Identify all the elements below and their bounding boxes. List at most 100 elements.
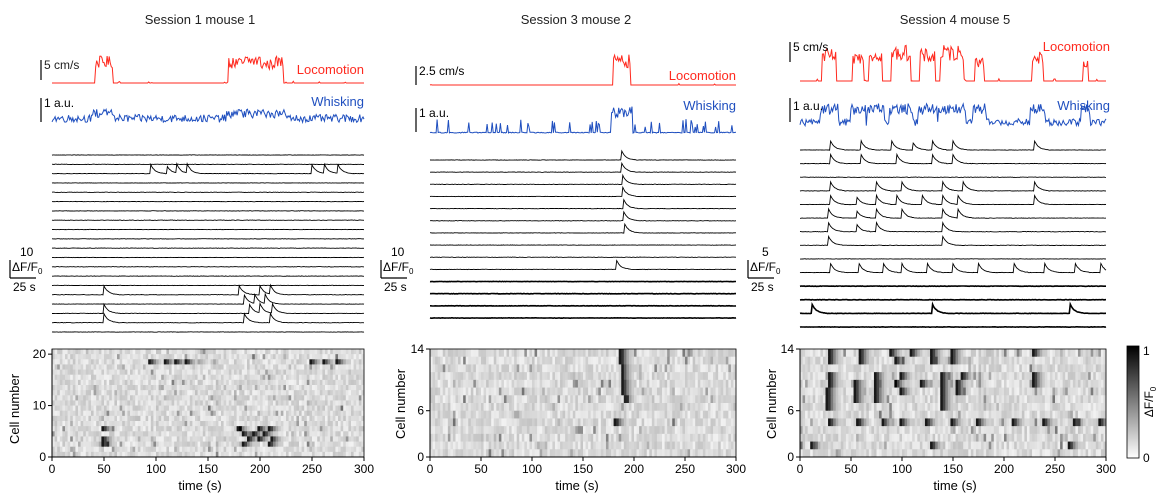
heatmap-cell [567,379,571,388]
heatmap-cell [145,369,149,376]
heatmap-cell [179,441,183,448]
heatmap-cell [463,418,467,427]
heatmap-cell [96,359,100,365]
heatmap-cell [728,379,732,388]
heatmap-cell [299,415,302,422]
heatmap-cell [509,426,512,435]
heatmap-cell [544,449,548,458]
heatmap-cell [249,431,253,437]
heatmap-cell [1042,372,1046,381]
heatmap-cell [932,356,936,365]
heatmap-cell [646,379,650,388]
heatmap-cell [98,421,102,427]
heatmap-cell [335,400,339,406]
heatmap-cell [598,364,602,373]
heatmap-cell [223,359,227,365]
heatmap-cell [117,421,120,427]
heatmap-cell [700,372,704,381]
heatmap-cell [356,379,360,386]
heatmap-cell [1032,349,1035,358]
heatmap-cell [338,354,341,360]
heatmap-cell [998,379,1002,388]
heatmap-cell [226,395,230,401]
heatmap-cell [104,354,107,360]
df-scale-value: 10 [391,245,405,259]
heatmap-cell [143,354,146,360]
heatmap-cell [215,441,219,448]
locomotion-label: Locomotion [669,68,736,83]
heatmap-cell [197,441,201,448]
heatmap-cell [218,410,222,417]
heatmap-cell [314,410,318,417]
heatmap-cell [83,385,87,391]
heatmap-cell [942,379,946,388]
heatmap-cell [288,410,292,417]
heatmap-cell [195,385,198,391]
heatmap-cell [286,385,289,391]
heatmap-cell [312,441,315,448]
heatmap-cell [616,379,620,388]
heatmap-cell [651,364,655,373]
heatmap-cell [583,433,586,442]
calcium-traces [799,139,1107,329]
heatmap-cell [65,436,68,442]
heatmap-cell [54,359,58,365]
heatmap-cell [498,364,502,373]
heatmap-cell [80,415,84,422]
heatmap-cell [205,379,209,386]
heatmap-cell [179,426,183,432]
heatmap-cell [286,364,289,370]
heatmap-cell [200,451,204,458]
heatmap-cell [623,379,627,388]
heatmap-cell [215,349,219,355]
heatmap-cell [319,400,323,406]
heatmap-cell [132,436,136,442]
heatmap-cell [516,426,520,435]
heatmap-cell [234,369,237,376]
heatmap-cell [111,431,115,437]
heatmap-cell [470,418,474,427]
heatmap-cell [636,395,640,404]
heatmap-cell [1103,379,1107,388]
heatmap-cell [825,372,829,381]
heatmap-cell [835,364,839,373]
heatmap-cell [496,387,500,396]
heatmap-cell [226,415,230,422]
heatmap-cell [932,379,936,388]
heatmap-cell [697,356,701,365]
heatmap-cell [288,451,292,458]
heatmap-cell [988,349,992,358]
heatmap-cell [488,403,492,412]
heatmap-cell [104,385,107,391]
heatmap-cell [519,387,523,396]
heatmap-cell [1083,379,1086,388]
heatmap-cell [192,441,196,448]
heatmap-cell [231,405,235,412]
heatmap-cell [692,403,696,412]
heatmap-cell [621,410,625,419]
heatmap-cell [145,364,149,370]
heatmap-cell [725,433,729,442]
heatmap-cell [291,415,295,422]
heatmap-cell [532,356,535,365]
heatmap-cell [475,395,479,404]
heatmap-cell [52,405,55,412]
heatmap-cell [960,349,964,358]
heatmap-cell [866,379,870,388]
heatmap-cell [1057,364,1061,373]
heatmap-cell [244,451,248,458]
heatmap-cell [163,385,167,391]
heatmap-cell [169,359,172,365]
heatmap-cell [260,421,263,427]
heatmap-cell [498,410,502,419]
heatmap-cell [208,400,211,406]
heatmap-cell [853,364,857,373]
heatmap-cell [542,395,546,404]
heatmap-cell [820,364,824,373]
heatmap-cell [161,400,165,406]
heatmap-cell [361,426,365,432]
heatmap-cell [265,364,269,370]
heatmap-cell [473,441,477,450]
heatmap-cell [109,395,113,401]
heatmap-cell [478,364,482,373]
